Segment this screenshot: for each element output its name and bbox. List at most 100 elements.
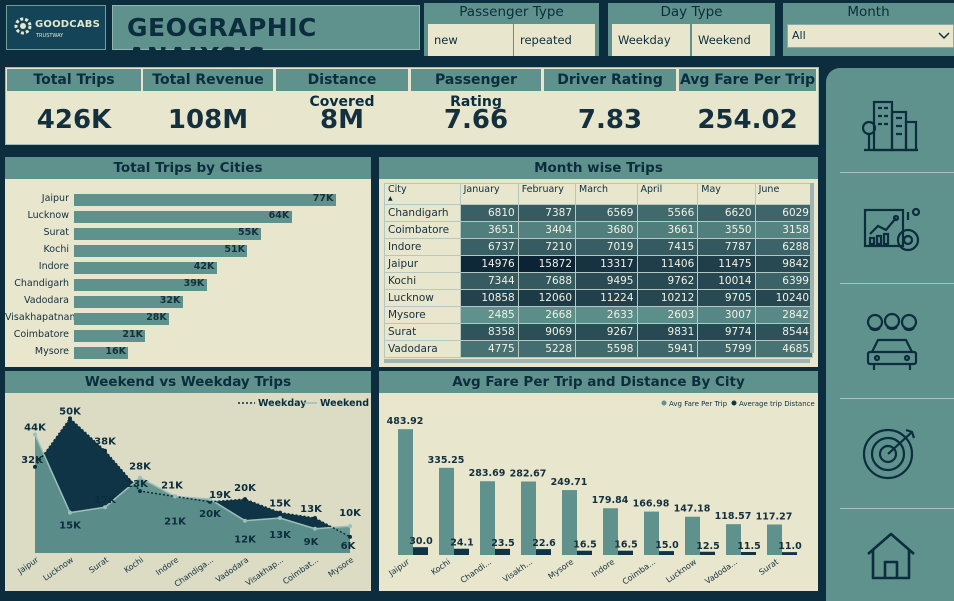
trips-by-city-panel: Total Trips by Cities Jaipur 77K Lucknow 64… bbox=[5, 157, 371, 367]
x-axis-label: Chandi... bbox=[459, 557, 493, 585]
trip-count-cell: 6737 bbox=[459, 238, 519, 256]
table-row[interactable]: Vadodara 4775 5228 5598 5941 5799 4685 bbox=[384, 340, 813, 358]
trip-count-cell: 2603 bbox=[636, 306, 699, 324]
column-header-month[interactable]: June bbox=[754, 183, 813, 205]
table-row[interactable]: Lucknow 10858 12060 11224 10212 9705 10240 bbox=[384, 289, 813, 307]
trip-count-cell: 7344 bbox=[459, 272, 519, 290]
x-axis-label: Lucknow bbox=[664, 557, 698, 585]
x-axis-label: Surat bbox=[757, 557, 780, 577]
trip-count-cell: 6620 bbox=[697, 204, 756, 222]
month-label: Month bbox=[783, 3, 954, 21]
weekday-point bbox=[103, 448, 107, 453]
trip-count-cell: 8544 bbox=[754, 323, 813, 341]
kpi-total-trips: Total Trips 426K bbox=[7, 69, 141, 143]
weekend-value-label: 12K bbox=[234, 535, 257, 546]
month-dropdown[interactable]: All bbox=[787, 24, 954, 48]
table-row[interactable]: Mysore 2485 2668 2633 2603 3007 2842 bbox=[384, 306, 813, 324]
table-row[interactable]: Indore 6737 7210 7019 7415 7787 6288 bbox=[384, 238, 813, 256]
distance-value-label: 11.0 bbox=[778, 541, 802, 552]
trip-count-cell: 11475 bbox=[697, 255, 756, 273]
legend-weekend-label: Weekend bbox=[320, 398, 369, 409]
page-title: GEOGRAPHIC ANALYSIS bbox=[127, 13, 317, 71]
distance-value-label: 16.5 bbox=[614, 540, 637, 551]
distance-bar bbox=[413, 547, 428, 555]
trip-count-cell: 7387 bbox=[517, 204, 577, 222]
city-cell: Lucknow bbox=[384, 289, 461, 307]
table-row[interactable]: Jaipur 14976 15872 13317 11406 11475 9842 bbox=[384, 255, 813, 273]
city-cell: Surat bbox=[384, 323, 461, 341]
x-axis-label: Mysore bbox=[546, 557, 575, 581]
passenger-new-option[interactable]: new bbox=[428, 24, 513, 56]
month-wise-panel: Month wise Trips City ▲ January February Mar… bbox=[379, 157, 818, 367]
kpi-label: Distance Covered bbox=[276, 69, 408, 110]
passenger-repeated-option[interactable]: repeated bbox=[514, 24, 595, 56]
city-icon[interactable] bbox=[862, 94, 920, 154]
weekday-value-label: 32K bbox=[21, 455, 44, 466]
legend: Weekday Weekend bbox=[238, 398, 369, 409]
city-trip-bar[interactable] bbox=[74, 347, 129, 359]
city-trip-bar[interactable] bbox=[74, 279, 207, 291]
table-row[interactable]: Surat 8358 9069 9267 9831 9774 8544 bbox=[384, 323, 813, 341]
column-header-month[interactable]: April bbox=[636, 183, 699, 205]
kpi-avg-fare: Avg Fare Per Trip 254.02 bbox=[679, 69, 816, 143]
day-weekend-option[interactable]: Weekend bbox=[692, 24, 770, 56]
analytics-icon[interactable] bbox=[862, 206, 922, 258]
fare-bar bbox=[644, 511, 659, 555]
bar-category-label: Vadodara bbox=[23, 295, 69, 306]
day-weekday-option[interactable]: Weekday bbox=[612, 24, 690, 56]
kpi-label: Avg Fare Per Trip bbox=[679, 69, 816, 91]
trip-count-cell: 3651 bbox=[459, 221, 519, 239]
column-header-month[interactable]: May bbox=[697, 183, 756, 205]
trip-count-cell: 4775 bbox=[459, 340, 519, 358]
weekend-point bbox=[313, 526, 317, 531]
distance-value-label: 15.0 bbox=[655, 540, 679, 551]
table-row[interactable]: Chandigarh 6810 7387 6569 5566 6620 6029 bbox=[384, 204, 813, 222]
table-row[interactable]: Kochi 7344 7688 9495 9762 10014 6399 bbox=[384, 272, 813, 290]
month-wise-table-wrap[interactable]: City ▲ January February March April May June Ch… bbox=[384, 183, 813, 363]
x-axis-label: Kochi bbox=[429, 557, 452, 577]
legend-distance-label: Average trip Distance bbox=[739, 400, 815, 408]
column-header-month[interactable]: March bbox=[575, 183, 638, 205]
city-trip-bar[interactable] bbox=[74, 228, 261, 240]
trip-count-cell: 2668 bbox=[517, 306, 577, 324]
city-trip-bar[interactable] bbox=[74, 296, 183, 308]
city-trip-bar[interactable] bbox=[74, 262, 217, 274]
trip-count-cell: 3661 bbox=[636, 221, 699, 239]
column-header-month[interactable]: January bbox=[459, 183, 519, 205]
city-trip-bar[interactable] bbox=[74, 313, 170, 325]
fare-bar bbox=[603, 508, 618, 555]
x-axis-label: Indore bbox=[154, 555, 180, 577]
table-scrollbar[interactable] bbox=[810, 183, 814, 353]
weekday-point bbox=[68, 416, 72, 421]
weekday-value-label: 19K bbox=[209, 490, 232, 501]
home-icon[interactable] bbox=[864, 530, 918, 582]
column-header-month[interactable]: February bbox=[517, 183, 577, 205]
weekend-value-label: 44K bbox=[24, 423, 47, 434]
city-trip-bar[interactable] bbox=[74, 245, 248, 257]
city-trip-bar[interactable] bbox=[74, 211, 292, 223]
column-header-city[interactable]: City ▲ bbox=[384, 183, 461, 205]
weekday-value-label: 20K bbox=[234, 483, 257, 494]
trip-count-cell: 9762 bbox=[636, 272, 699, 290]
trip-count-cell: 10240 bbox=[754, 289, 813, 307]
bar-category-label: Mysore bbox=[34, 346, 69, 357]
bar-value-label: 16K bbox=[105, 346, 126, 357]
x-axis-label: Mysore bbox=[326, 555, 355, 579]
kpi-distance-covered: Distance Covered 8M bbox=[276, 69, 408, 143]
passengers-car-icon[interactable] bbox=[862, 312, 922, 372]
city-trip-bar[interactable] bbox=[74, 194, 336, 206]
table-h-scrollbar[interactable] bbox=[384, 359, 810, 363]
x-axis-label: Indore bbox=[590, 557, 616, 579]
bar-value-label: 55K bbox=[238, 227, 259, 238]
fare-bar bbox=[521, 481, 536, 555]
weekend-weekday-panel: Weekend vs Weekday Trips 32K 50K 38K 23K 21K… bbox=[5, 371, 371, 591]
x-axis-label: Coimba... bbox=[621, 557, 657, 586]
target-icon[interactable] bbox=[862, 424, 920, 482]
bar-value-label: 42K bbox=[193, 261, 215, 272]
fare-value-label: 249.71 bbox=[551, 477, 588, 488]
x-axis-label: Jaipur bbox=[15, 555, 40, 577]
trips-by-city-chart: Jaipur 77K Lucknow 64K Surat 55K Kochi 51K Indor… bbox=[5, 157, 371, 367]
table-row[interactable]: Coimbatore 3651 3404 3680 3661 3550 3158 bbox=[384, 221, 813, 239]
city-trip-bar[interactable] bbox=[74, 330, 146, 342]
